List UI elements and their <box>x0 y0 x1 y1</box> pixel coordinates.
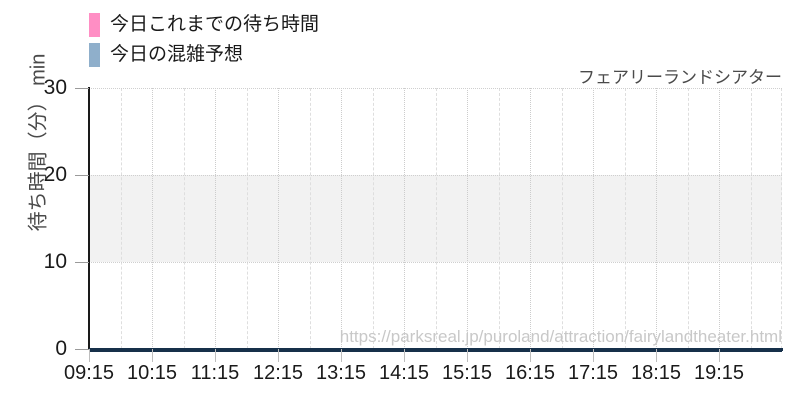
legend-label-forecast: 今日の混雑予想 <box>110 44 244 65</box>
attraction-name-label: フェアリーランドシアター <box>578 68 782 87</box>
gridline-y-10 <box>89 262 782 263</box>
x-tick-16:15 <box>530 349 531 362</box>
x-tick-10:15 <box>152 349 153 362</box>
gridline-x-14:45 <box>435 88 437 349</box>
gridline-x-16:45 <box>561 88 563 349</box>
gridline-x-18:45 <box>687 88 689 349</box>
legend-item-forecast: 今日の混雑予想 <box>89 40 319 70</box>
gridline-x-16:15 <box>530 88 531 349</box>
x-tick-19:15 <box>719 349 720 362</box>
x-tick-label-14:15: 14:15 <box>378 362 430 384</box>
x-tick-label-13:15: 13:15 <box>315 362 367 384</box>
plot-area <box>89 88 782 352</box>
y-axis-title: 待ち時間（分） min <box>27 53 50 232</box>
x-tick-label-19:15: 19:15 <box>693 362 745 384</box>
x-tick-label-10:15: 10:15 <box>126 362 178 384</box>
gridline-x-19:45 <box>750 88 752 349</box>
gridline-x-11:45 <box>246 88 248 349</box>
x-tick-label-17:15: 17:15 <box>567 362 619 384</box>
y-tick-30 <box>75 88 89 89</box>
y-tick-0 <box>75 349 89 350</box>
gridline-x-18:15 <box>656 88 657 349</box>
gridline-x-09:45 <box>120 88 122 349</box>
y-tick-10 <box>75 262 89 263</box>
x-tick-13:15 <box>341 349 342 362</box>
x-tick-label-12:15: 12:15 <box>252 362 304 384</box>
x-tick-label-09:15: 09:15 <box>63 362 115 384</box>
gridline-x-17:15 <box>593 88 594 349</box>
y-axis-line <box>88 87 90 350</box>
legend-label-actual: 今日これまでの待ち時間 <box>110 14 320 35</box>
legend-item-actual: 今日これまでの待ち時間 <box>89 10 319 40</box>
gridline-x-19:15 <box>719 88 720 349</box>
gridline-x-15:45 <box>498 88 500 349</box>
x-tick-label-15:15: 15:15 <box>441 362 493 384</box>
source-url-watermark: https://parksreal.jp/puroland/attraction… <box>339 327 782 346</box>
gridline-x-11:15 <box>215 88 216 349</box>
gridline-x-13:15 <box>341 88 342 349</box>
y-tick-20 <box>75 175 89 176</box>
gridline-x-10:15 <box>152 88 153 349</box>
y-tick-label-30: 30 <box>43 76 67 99</box>
gridline-x-12:45 <box>309 88 311 349</box>
x-tick-12:15 <box>278 349 279 362</box>
x-tick-11:15 <box>215 349 216 362</box>
gridline-y-30 <box>89 88 782 89</box>
gridline-x-17:45 <box>624 88 626 349</box>
gridline-x-10:45 <box>183 88 185 349</box>
x-axis-line <box>89 348 783 351</box>
x-tick-label-16:15: 16:15 <box>504 362 556 384</box>
gridline-x-15:15 <box>467 88 468 349</box>
legend-swatch-forecast <box>89 43 100 67</box>
gridline-y-20 <box>89 175 782 176</box>
gridline-x-14:15 <box>404 88 405 349</box>
x-tick-14:15 <box>404 349 405 362</box>
gridline-x-13:45 <box>372 88 374 349</box>
x-tick-18:15 <box>656 349 657 362</box>
x-tick-09:15 <box>89 349 90 362</box>
chart-legend: 今日これまでの待ち時間 今日の混雑予想 <box>89 10 319 70</box>
y-tick-label-20: 20 <box>43 163 67 186</box>
gridline-x-12:15 <box>278 88 279 349</box>
x-tick-17:15 <box>593 349 594 362</box>
legend-swatch-actual <box>89 13 100 37</box>
y-tick-label-0: 0 <box>55 337 67 360</box>
x-tick-label-18:15: 18:15 <box>630 362 682 384</box>
y-tick-label-10: 10 <box>43 250 67 273</box>
gridline-x-right-edge <box>781 88 782 349</box>
x-tick-15:15 <box>467 349 468 362</box>
x-tick-label-11:15: 11:15 <box>190 362 240 384</box>
